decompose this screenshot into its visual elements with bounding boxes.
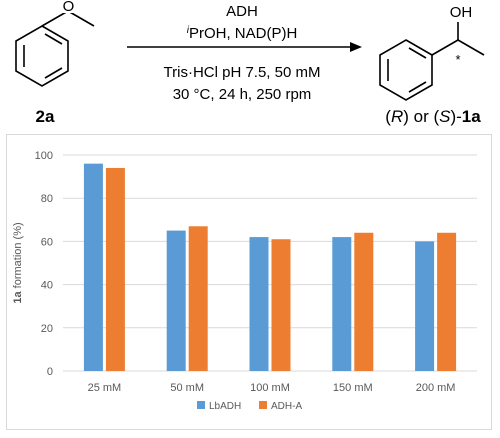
- product-label: (R) or (S)-1a: [385, 107, 481, 126]
- x-tick-label: 150 mM: [333, 382, 373, 394]
- chart-area: 0 20 40 60 80 100 25 mM 50 mM 100 mM 150 mM 200 mM…: [6, 134, 492, 430]
- legend-label-lbadh: LbADH: [209, 401, 241, 412]
- y-tick-label: 40: [41, 280, 53, 292]
- reactant-structure: [15, 0, 95, 87]
- y-tick-label: 20: [41, 323, 53, 335]
- bar-lbadh-3: [332, 237, 352, 371]
- y-axis-label: 1a formation (%): [12, 222, 24, 303]
- bar-adh-a-3: [354, 232, 374, 371]
- reactant-oxygen-label: O: [63, 0, 75, 15]
- bar-lbadh-4: [415, 241, 435, 371]
- reactant-label: 2a: [36, 107, 55, 126]
- arrow-head-icon: [350, 42, 362, 52]
- bar-adh-a-4: [437, 232, 457, 371]
- y-tick-label: 60: [41, 236, 53, 248]
- bar-adh-a-1: [188, 226, 208, 371]
- product-hydroxyl: OH: [450, 4, 473, 21]
- y-tick-label: 0: [47, 366, 53, 378]
- stereocenter-mark: *: [455, 52, 460, 67]
- product-structure: [379, 22, 485, 101]
- bar-adh-a-2: [271, 239, 291, 371]
- condition-buffer: Tris·HCl pH 7.5, 50 mM: [164, 64, 321, 81]
- x-tick-label: 200 mM: [416, 382, 456, 394]
- y-tick-label: 100: [35, 150, 53, 162]
- x-tick-label: 100 mM: [250, 382, 290, 394]
- legend-label-adh-a: ADH-A: [271, 401, 302, 412]
- x-tick-label: 25 mM: [88, 382, 122, 394]
- condition-enzyme: ADH: [226, 3, 258, 20]
- condition-temperature: 30 °C, 24 h, 250 rpm: [173, 86, 312, 103]
- y-tick-label: 80: [41, 193, 53, 205]
- bar-lbadh-1: [166, 230, 186, 371]
- bar-adh-a-0: [105, 167, 125, 371]
- condition-cosolvent: iPrOH, NAD(P)H: [187, 25, 298, 42]
- reaction-scheme: O 2a ADH iPrOH, NAD(P)H Tris·HCl pH 7.5,…: [15, 0, 485, 126]
- legend-swatch-adh-a: [259, 401, 267, 409]
- legend-swatch-lbadh: [197, 401, 205, 409]
- bar-lbadh-0: [83, 163, 103, 371]
- bar-lbadh-2: [249, 237, 269, 371]
- bar-chart: 0 20 40 60 80 100 25 mM 50 mM 100 mM 150 mM 200 mM…: [12, 150, 477, 412]
- x-tick-label: 50 mM: [170, 382, 204, 394]
